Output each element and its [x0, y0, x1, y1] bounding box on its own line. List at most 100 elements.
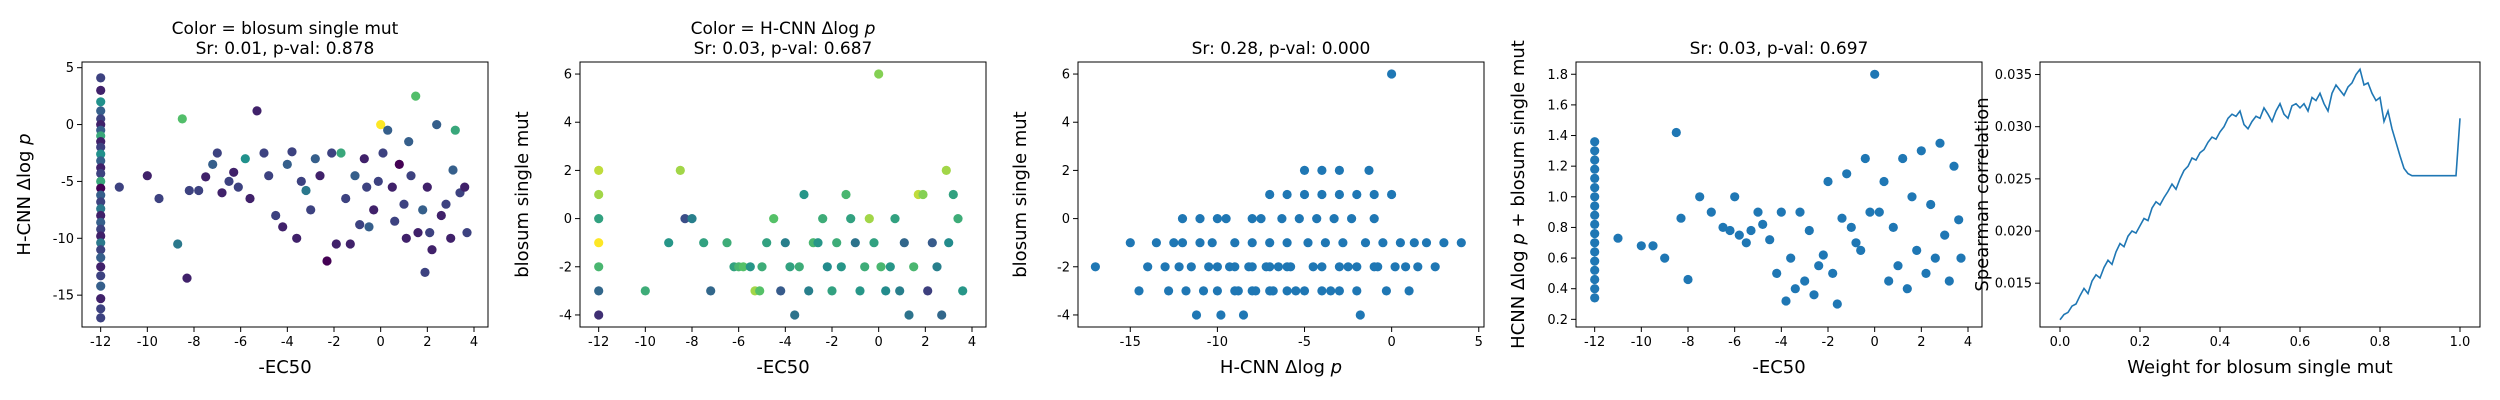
data-point	[1238, 310, 1249, 320]
data-point	[217, 188, 227, 198]
data-point	[1741, 238, 1751, 248]
data-point	[1265, 262, 1275, 272]
data-point	[306, 205, 316, 215]
y-axis-label: blosum single mut	[1010, 111, 1031, 278]
plot-frame	[1575, 61, 1983, 328]
y-tick-label: 0.035	[1995, 68, 2032, 83]
data-point	[640, 286, 650, 296]
data-point	[923, 286, 933, 296]
x-tick-label: -10	[1631, 335, 1652, 350]
data-point	[301, 185, 311, 196]
data-point	[1230, 238, 1240, 248]
data-point	[944, 238, 954, 248]
data-point	[315, 171, 325, 181]
data-point	[450, 125, 460, 135]
data-point	[1160, 262, 1170, 272]
data-point	[1590, 293, 1600, 303]
data-point	[874, 69, 884, 79]
x-tick-label: 4	[968, 335, 976, 350]
x-tick-label: 0.8	[2370, 335, 2391, 350]
chart-5: 0.0 0.2 0.4 0.6 0.8 1.0 0.015 0.020 0.025 0.030 0.…	[1972, 61, 2481, 378]
data-point	[436, 210, 446, 221]
y-tick-label: 0.030	[1995, 120, 2032, 135]
data-point	[1347, 214, 1357, 224]
data-point	[364, 222, 374, 232]
data-point	[1338, 238, 1348, 248]
data-point	[941, 165, 951, 175]
data-point	[462, 228, 472, 238]
data-point	[1177, 214, 1188, 224]
x-tick-label: 2	[1917, 335, 1925, 350]
data-point	[1343, 262, 1353, 272]
data-point	[96, 217, 106, 227]
y-tick-label: 5	[66, 61, 74, 76]
data-point	[345, 239, 355, 249]
data-point	[401, 233, 411, 243]
data-point	[1317, 189, 1327, 200]
data-point	[278, 222, 288, 232]
data-point	[804, 286, 814, 296]
x-tick-label: -8	[1682, 335, 1695, 350]
data-point	[327, 148, 337, 158]
data-point	[1660, 253, 1670, 263]
data-point	[1204, 262, 1214, 272]
data-point	[1590, 238, 1600, 248]
data-point	[359, 154, 369, 164]
data-point	[1823, 176, 1833, 187]
data-point	[1151, 238, 1161, 248]
data-point	[1181, 286, 1191, 296]
data-point	[378, 148, 388, 158]
data-point	[1413, 262, 1423, 272]
data-point	[1954, 215, 1964, 225]
y-tick-label: 0.015	[1995, 277, 2032, 292]
y-axis-label: H-CNN Δlog p	[14, 133, 35, 255]
data-point	[96, 253, 106, 263]
data-point	[245, 193, 255, 204]
data-point	[818, 214, 828, 224]
x-tick-label: 0.2	[2130, 335, 2151, 350]
plot-frame	[1077, 61, 1485, 328]
data-point	[1790, 284, 1800, 294]
data-point	[96, 176, 106, 186]
data-point	[780, 238, 790, 248]
x-axis-label: -EC50	[258, 357, 311, 378]
data-point	[1718, 222, 1728, 232]
data-point	[1860, 153, 1870, 164]
y-tick-label: -4	[559, 308, 572, 323]
chart-2: -12 -10 -8 -6 -4 -2 0 2 4 -4 -2 0 2 4 6 Color = H-CNN Δ…	[512, 19, 987, 378]
data-point	[96, 142, 106, 152]
data-point	[96, 231, 106, 241]
data-point	[1888, 222, 1898, 232]
data-point	[885, 262, 895, 272]
data-point	[322, 256, 332, 266]
data-point	[1169, 238, 1179, 248]
data-point	[1613, 233, 1623, 243]
data-point	[1926, 199, 1936, 210]
data-point	[1590, 247, 1600, 257]
data-point	[1282, 286, 1292, 296]
data-point	[1308, 262, 1318, 272]
y-axis-label: HCNN Δlog p + blosum single mut	[1508, 40, 1529, 349]
x-tick-label: -5	[1298, 335, 1311, 350]
data-point	[1590, 146, 1600, 156]
data-point	[1198, 286, 1209, 296]
data-point	[1590, 284, 1600, 294]
data-point	[1404, 286, 1414, 296]
data-point	[418, 205, 428, 215]
data-point	[1212, 214, 1222, 224]
data-point	[675, 165, 685, 175]
y-tick-label: 6	[1062, 68, 1070, 83]
chart-4: -12 -10 -8 -6 -4 -2 0 2 4 0.2 0.4 0.6 0.8 1.0 1.2 1.4 1.…	[1508, 39, 1983, 378]
x-tick-label: -6	[1728, 335, 1741, 350]
data-point	[909, 262, 919, 272]
data-point	[1921, 268, 1931, 278]
x-tick-label: 0	[377, 335, 385, 350]
data-point	[441, 199, 451, 209]
x-tick-label: -10	[1207, 335, 1228, 350]
data-point	[1874, 207, 1884, 217]
data-point	[96, 197, 106, 207]
data-point	[96, 313, 106, 323]
data-point	[1334, 262, 1344, 272]
data-point	[1174, 262, 1184, 272]
